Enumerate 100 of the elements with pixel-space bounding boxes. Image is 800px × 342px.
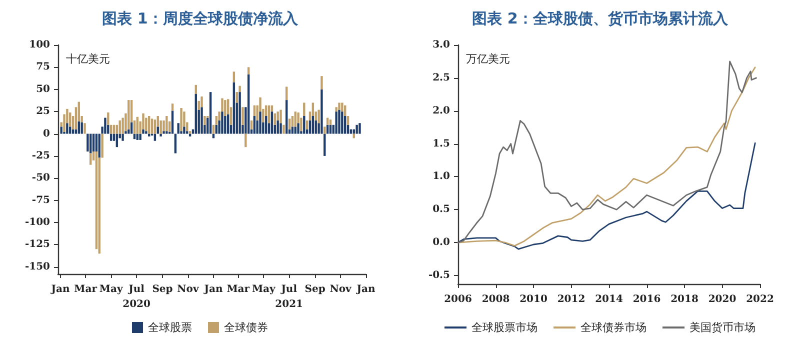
bar bbox=[224, 100, 226, 116]
bar bbox=[89, 153, 92, 165]
bar bbox=[221, 98, 224, 112]
y-tick-label: 2.5 bbox=[432, 72, 450, 84]
bar bbox=[324, 134, 326, 156]
bar bbox=[86, 134, 89, 152]
legend-label: 全球债券市场 bbox=[580, 321, 646, 334]
bar bbox=[238, 92, 241, 134]
x-tick-label: Nov bbox=[177, 284, 200, 295]
bar bbox=[306, 120, 308, 130]
legend-label: 美国货币市场 bbox=[690, 321, 756, 334]
bar bbox=[312, 116, 314, 134]
bar bbox=[92, 134, 95, 152]
bar bbox=[118, 120, 121, 134]
line-series bbox=[457, 142, 756, 250]
bar bbox=[280, 123, 282, 134]
x-tick-label: 2018 bbox=[670, 294, 698, 305]
bar bbox=[280, 110, 282, 124]
bar bbox=[285, 100, 288, 134]
bar bbox=[110, 134, 112, 141]
bar bbox=[212, 124, 215, 134]
bar bbox=[60, 126, 62, 134]
bar bbox=[69, 112, 72, 127]
x-tick-label: Jan bbox=[203, 284, 224, 295]
x-tick-label: Sep bbox=[152, 284, 173, 295]
y-axis-title: 十亿美元 bbox=[66, 52, 110, 66]
bar bbox=[116, 124, 118, 134]
bar bbox=[171, 110, 174, 134]
bar bbox=[303, 116, 306, 134]
bar bbox=[78, 121, 80, 134]
bar bbox=[346, 116, 350, 125]
x-tick-label: 2014 bbox=[595, 294, 623, 305]
x-tick-label: 2010 bbox=[520, 294, 548, 305]
bar bbox=[352, 129, 355, 134]
bar bbox=[253, 116, 256, 134]
bar bbox=[326, 124, 329, 134]
bar bbox=[335, 112, 338, 134]
bar bbox=[145, 131, 148, 134]
bar bbox=[194, 84, 198, 94]
bar bbox=[156, 126, 159, 134]
bar bbox=[180, 108, 182, 132]
x-tick-label: 2022 bbox=[746, 294, 774, 305]
bar bbox=[247, 67, 250, 74]
bar bbox=[69, 126, 72, 134]
bar bbox=[238, 86, 241, 92]
bar bbox=[294, 126, 296, 134]
bar bbox=[329, 124, 332, 134]
y-tick-label: -50 bbox=[32, 172, 50, 184]
y-tick-label: -125 bbox=[24, 239, 50, 250]
bar bbox=[285, 86, 288, 100]
bar bbox=[259, 112, 262, 134]
bar bbox=[308, 120, 312, 134]
bar bbox=[242, 107, 244, 125]
bar bbox=[183, 112, 186, 127]
bar bbox=[226, 114, 230, 134]
bar bbox=[276, 120, 279, 134]
y-tick-label: -75 bbox=[32, 194, 50, 206]
x-tick-label: Mar bbox=[226, 284, 250, 295]
bar bbox=[204, 116, 206, 125]
bar bbox=[282, 124, 285, 134]
bar bbox=[274, 113, 276, 125]
bar bbox=[150, 118, 154, 134]
bar bbox=[142, 129, 144, 134]
bar bbox=[84, 123, 86, 134]
y-axis-title: 万亿美元 bbox=[466, 52, 510, 66]
legend-label: 全球股票市场 bbox=[472, 321, 538, 334]
bar bbox=[297, 123, 300, 134]
x-tick-label: Nov bbox=[330, 284, 353, 295]
bar bbox=[130, 122, 133, 134]
bar bbox=[104, 118, 106, 134]
bar bbox=[148, 116, 150, 134]
bar bbox=[350, 129, 352, 134]
y-tick-label: 3.0 bbox=[432, 40, 450, 50]
bar bbox=[154, 134, 156, 141]
bar bbox=[188, 131, 192, 134]
y-tick-label: 2.0 bbox=[432, 105, 450, 116]
bar bbox=[209, 92, 212, 134]
bar bbox=[250, 120, 253, 130]
bar bbox=[194, 94, 198, 134]
y-tick-label: -100 bbox=[24, 217, 50, 228]
legend-label: 全球债券 bbox=[224, 321, 268, 334]
bar bbox=[303, 102, 306, 116]
bar bbox=[139, 134, 142, 140]
bar bbox=[101, 134, 104, 158]
x-tick-label: Jul 2020 bbox=[122, 284, 151, 310]
y-tick-label: 0.5 bbox=[432, 204, 450, 216]
bar bbox=[215, 124, 218, 134]
y-tick-label: 100 bbox=[29, 40, 50, 50]
bar bbox=[160, 134, 162, 136]
x-tick-label: May bbox=[252, 284, 276, 295]
bar bbox=[112, 124, 116, 134]
bar bbox=[124, 131, 127, 134]
bar bbox=[320, 89, 323, 134]
bar bbox=[232, 72, 236, 82]
bar bbox=[270, 112, 274, 134]
chart-title: 图表 2：全球股债、货币市场累计流入 bbox=[472, 10, 729, 28]
bar bbox=[183, 126, 186, 134]
bar bbox=[136, 116, 139, 134]
bar bbox=[107, 112, 110, 125]
bar bbox=[326, 118, 329, 125]
